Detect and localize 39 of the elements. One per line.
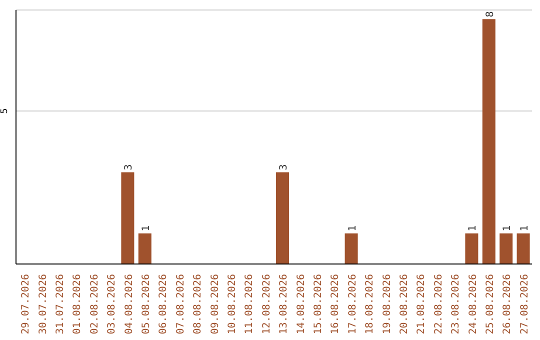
x-tick-label: 25.08.2026 — [485, 274, 496, 334]
x-tick-label: 08.08.2026 — [192, 274, 204, 334]
x-tick-label: 21.08.2026 — [416, 274, 428, 334]
x-tick-label: 20.08.2026 — [399, 274, 410, 334]
x-tick-label: 19.08.2026 — [382, 274, 393, 334]
x-tick-label: 31.07.2026 — [55, 274, 66, 334]
data-label: 1 — [347, 225, 358, 232]
x-tick-label: 16.08.2026 — [330, 274, 342, 334]
x-tick-label: 30.07.2026 — [38, 274, 49, 334]
x-tick-label: 09.08.2026 — [210, 274, 221, 334]
x-tick-label: 11.08.2026 — [244, 274, 256, 334]
data-label: 1 — [519, 225, 530, 232]
x-tick-label: 07.08.2026 — [175, 274, 186, 334]
x-tick-label: 27.08.2026 — [519, 274, 530, 334]
data-label: 1 — [468, 225, 479, 232]
x-tick-label: 05.08.2026 — [141, 274, 152, 334]
x-tick-label: 14.08.2026 — [296, 274, 307, 334]
x-tick-label: 23.08.2026 — [450, 274, 462, 334]
x-tick-label: 24.08.2026 — [468, 274, 479, 334]
x-tick-label: 29.07.2026 — [20, 274, 32, 334]
data-label: 3 — [124, 164, 135, 170]
x-tick-label: 04.08.2026 — [124, 274, 135, 334]
x-tick-label: 06.08.2026 — [158, 274, 170, 334]
x-tick-label: 15.08.2026 — [313, 274, 324, 334]
x-tick-label: 10.08.2026 — [227, 274, 238, 334]
x-tick-label: 17.08.2026 — [347, 274, 358, 334]
x-tick-label: 13.08.2026 — [278, 274, 290, 334]
x-tick-label: 18.08.2026 — [364, 274, 376, 334]
x-tick-label: 02.08.2026 — [89, 274, 100, 334]
x-tick-label: 12.08.2026 — [261, 274, 272, 334]
x-tick-label: 01.08.2026 — [72, 274, 84, 334]
x-tick-label: 03.08.2026 — [106, 274, 118, 334]
data-label: 8 — [484, 11, 496, 18]
y-tick-label: 5 — [0, 108, 10, 114]
x-tick-label: 26.08.2026 — [502, 274, 514, 334]
data-label: 1 — [140, 225, 152, 232]
data-label: 3 — [278, 164, 290, 170]
x-tick-label: 22.08.2026 — [433, 274, 444, 334]
data-label: 1 — [502, 225, 514, 232]
